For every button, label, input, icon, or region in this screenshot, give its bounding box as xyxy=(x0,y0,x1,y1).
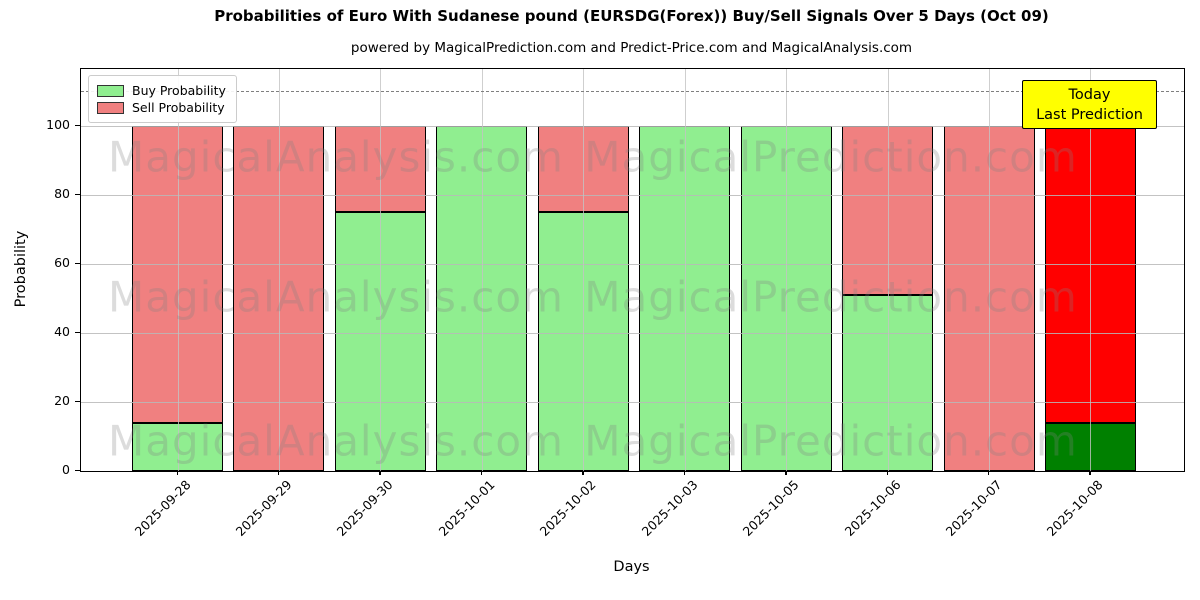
chart-title: Probabilities of Euro With Sudanese poun… xyxy=(214,7,1049,25)
gridline-horizontal xyxy=(81,401,1184,403)
today-annotation: Today Last Prediction xyxy=(1022,80,1157,129)
gridline-vertical xyxy=(177,69,179,471)
watermark-text: MagicalAnalysis.com xyxy=(108,416,564,466)
watermark-text: MagicalAnalysis.com xyxy=(108,132,564,182)
x-tick-label: 2025-09-28 xyxy=(131,477,194,539)
legend-item-sell: Sell Probability xyxy=(97,99,226,116)
annotation-line-1: Today xyxy=(1068,86,1111,103)
x-tick xyxy=(379,470,381,475)
buy-swatch-icon xyxy=(97,84,124,97)
x-tick xyxy=(1089,470,1091,475)
x-tick xyxy=(480,470,483,475)
y-tick-label: 60 xyxy=(54,254,70,270)
gridline-vertical xyxy=(887,69,889,471)
gridline-horizontal xyxy=(81,332,1184,334)
y-tick-label: 80 xyxy=(54,185,70,201)
legend-item-buy: Buy Probability xyxy=(97,82,226,99)
y-tick-label: 40 xyxy=(54,323,70,339)
x-tick xyxy=(683,470,686,475)
gridline-vertical xyxy=(583,69,585,471)
legend-label-buy: Buy Probability xyxy=(132,83,226,98)
x-tick xyxy=(988,470,990,475)
y-tick xyxy=(75,262,80,265)
gridline-horizontal xyxy=(81,194,1184,196)
x-tick xyxy=(582,470,584,475)
y-tick-label: 0 xyxy=(62,462,70,477)
y-tick xyxy=(75,400,80,403)
y-tick-label: 20 xyxy=(54,392,70,408)
gridline-vertical xyxy=(786,69,788,471)
annotation-line-2: Last Prediction xyxy=(1036,106,1143,123)
x-tick xyxy=(277,470,280,475)
watermark-text: MagicalPrediction.com xyxy=(584,132,1078,182)
chart-subtitle: powered by MagicalPrediction.com and Pre… xyxy=(350,40,913,56)
y-tick xyxy=(75,470,80,472)
gridline-horizontal xyxy=(81,263,1184,265)
sell-swatch-icon xyxy=(97,101,124,114)
gridline-vertical xyxy=(989,69,991,471)
legend-label-sell: Sell Probability xyxy=(132,100,225,115)
gridline-vertical xyxy=(278,69,280,471)
gridline-vertical xyxy=(1090,69,1092,471)
x-tick xyxy=(886,470,888,475)
watermark-text: MagicalPrediction.com xyxy=(584,272,1078,322)
y-tick xyxy=(75,331,80,334)
y-tick-label: 100 xyxy=(46,116,70,132)
x-axis-title: Days xyxy=(613,559,650,575)
y-tick xyxy=(75,124,80,127)
gridline-vertical xyxy=(684,69,686,471)
y-tick xyxy=(75,193,80,196)
x-tick xyxy=(785,470,787,475)
x-tick xyxy=(176,470,178,475)
gridline-vertical xyxy=(380,69,382,471)
threshold-dashed-line xyxy=(81,91,1184,93)
gridline-vertical xyxy=(481,69,483,471)
gridline-horizontal xyxy=(81,125,1184,127)
legend: Buy Probability Sell Probability xyxy=(88,75,237,123)
watermark-text: MagicalPrediction.com xyxy=(584,416,1078,466)
watermark-text: MagicalAnalysis.com xyxy=(108,272,564,322)
plot-area: MagicalAnalysis.com MagicalPrediction.com… xyxy=(80,68,1185,472)
